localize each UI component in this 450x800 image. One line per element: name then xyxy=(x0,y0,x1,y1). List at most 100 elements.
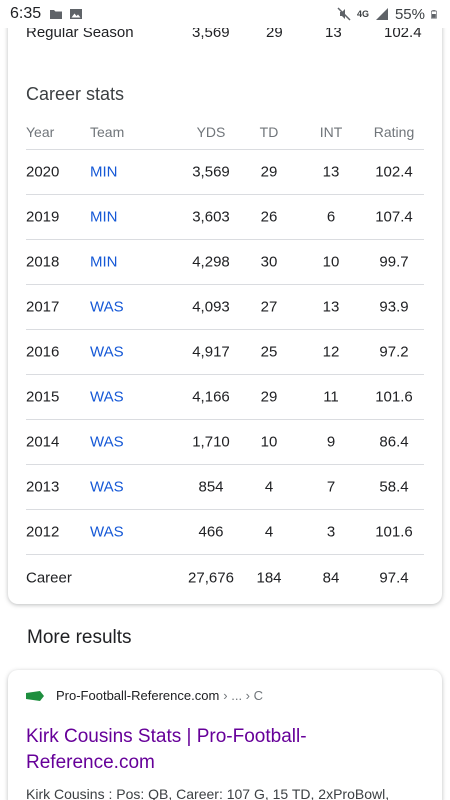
result-snippet: Kirk Cousins : Pos: QB, Career: 107 G, 1… xyxy=(26,786,390,800)
cell-rating: 102.4 xyxy=(375,163,413,181)
cell-int: 10 xyxy=(322,253,340,271)
career-stats-table: Year Team YDS TD INT Rating 2020 MIN 3,5… xyxy=(26,114,424,600)
result-breadcrumb: › ... › C xyxy=(223,688,264,703)
table-row: 2013 WAS 854 4 7 58.4 xyxy=(26,465,424,510)
team-link[interactable]: WAS xyxy=(90,433,124,451)
table-row: 2012 WAS 466 4 3 101.6 xyxy=(26,510,424,555)
result-title-link[interactable]: Kirk Cousins Stats | Pro-Football-Refere… xyxy=(26,726,307,773)
cell-year: 2018 xyxy=(26,253,60,271)
cell-int: 12 xyxy=(322,343,340,361)
cell-yds: 854 xyxy=(198,478,224,496)
career-label: Career xyxy=(26,569,72,586)
cell-rating: 58.4 xyxy=(379,478,409,496)
table-row: 2015 WAS 4,166 29 11 101.6 xyxy=(26,375,424,420)
cell-td: 26 xyxy=(260,208,278,226)
career-rating: 97.4 xyxy=(379,569,409,586)
cell-rating: 101.6 xyxy=(375,388,413,406)
table-row: 2016 WAS 4,917 25 12 97.2 xyxy=(26,330,424,375)
cell-yds: 4,166 xyxy=(192,388,230,406)
header-int: INT xyxy=(319,123,343,140)
cell-int: 11 xyxy=(323,388,339,406)
table-row: 2020 MIN 3,569 29 13 102.4 xyxy=(26,150,424,195)
cell-int: 3 xyxy=(326,523,336,541)
pfr-favicon-icon xyxy=(26,690,44,701)
table-row: 2018 MIN 4,298 30 10 99.7 xyxy=(26,240,424,285)
battery-icon xyxy=(431,10,437,19)
season-label: Regular Season xyxy=(26,24,134,41)
cell-yds: 3,603 xyxy=(192,208,230,226)
career-td: 184 xyxy=(256,569,282,586)
status-bar: 6:35 4G 55% xyxy=(0,0,450,28)
signal-icon xyxy=(375,8,388,20)
header-td: TD xyxy=(259,123,279,140)
cell-int: 7 xyxy=(326,478,336,496)
table-row: 2019 MIN 3,603 26 6 107.4 xyxy=(26,195,424,240)
status-right: 4G 55% xyxy=(337,6,440,23)
cell-rating: 86.4 xyxy=(379,433,409,451)
cell-int: 13 xyxy=(322,163,340,181)
career-stats-card: Regular Season 3,569 29 13 102.4 Career … xyxy=(8,0,442,604)
team-link[interactable]: WAS xyxy=(90,388,124,406)
cell-td: 29 xyxy=(260,163,278,181)
mute-icon xyxy=(337,7,351,21)
career-yds: 27,676 xyxy=(188,569,234,586)
season-int: 13 xyxy=(325,24,342,41)
header-team: Team xyxy=(90,123,125,140)
cell-yds: 1,710 xyxy=(192,433,230,451)
cell-int: 9 xyxy=(326,433,336,451)
cell-rating: 97.2 xyxy=(379,343,409,361)
cell-int: 6 xyxy=(326,208,336,226)
cell-year: 2015 xyxy=(26,388,60,406)
cell-rating: 107.4 xyxy=(375,208,413,226)
header-year: Year xyxy=(26,123,55,140)
cell-td: 29 xyxy=(260,388,278,406)
cell-int: 13 xyxy=(322,298,340,316)
notification-icons xyxy=(49,7,83,21)
cell-year: 2017 xyxy=(26,298,60,316)
more-results-heading: More results xyxy=(27,627,132,648)
battery-percent: 55% xyxy=(394,5,425,23)
team-link[interactable]: MIN xyxy=(90,208,118,226)
cell-year: 2016 xyxy=(26,343,60,361)
season-yds: 3,569 xyxy=(192,24,230,41)
career-total-row: Career 27,676 184 84 97.4 xyxy=(26,555,424,600)
team-link[interactable]: MIN xyxy=(90,163,118,181)
result-source[interactable]: Pro-Football-Reference.com › ... › C xyxy=(26,688,263,703)
team-link[interactable]: WAS xyxy=(90,298,124,316)
cell-year: 2012 xyxy=(26,523,60,541)
cell-year: 2013 xyxy=(26,478,60,496)
cell-td: 27 xyxy=(260,298,278,316)
season-td: 29 xyxy=(266,24,283,41)
team-link[interactable]: WAS xyxy=(90,343,124,361)
season-rating: 102.4 xyxy=(384,24,422,41)
cell-yds: 3,569 xyxy=(192,163,230,181)
cell-td: 25 xyxy=(260,343,278,361)
folder-icon xyxy=(50,10,63,19)
cell-rating: 101.6 xyxy=(375,523,413,541)
header-yds: YDS xyxy=(196,123,226,140)
cell-td: 30 xyxy=(260,253,278,271)
cell-td: 4 xyxy=(264,478,274,496)
header-rating: Rating xyxy=(373,123,415,140)
cell-year: 2019 xyxy=(26,208,60,226)
cell-year: 2014 xyxy=(26,433,60,451)
status-time: 6:35 xyxy=(10,5,42,22)
network-type: 4G xyxy=(356,9,369,19)
cell-rating: 99.7 xyxy=(379,253,409,271)
table-row: 2014 WAS 1,710 10 9 86.4 xyxy=(26,420,424,465)
cell-yds: 4,093 xyxy=(192,298,230,316)
regular-season-row: Regular Season 3,569 29 13 102.4 xyxy=(26,24,424,46)
cell-td: 4 xyxy=(264,523,274,541)
image-icon xyxy=(70,9,83,19)
team-link[interactable]: WAS xyxy=(90,523,124,541)
table-header: Year Team YDS TD INT Rating xyxy=(26,114,424,150)
table-row: 2017 WAS 4,093 27 13 93.9 xyxy=(26,285,424,330)
cell-rating: 93.9 xyxy=(379,298,409,316)
career-int: 84 xyxy=(322,569,340,586)
team-link[interactable]: MIN xyxy=(90,253,118,271)
card-title: Career stats xyxy=(26,84,125,104)
cell-yds: 4,917 xyxy=(192,343,230,361)
cell-yds: 466 xyxy=(198,523,224,541)
team-link[interactable]: WAS xyxy=(90,478,124,496)
search-result-card[interactable]: Pro-Football-Reference.com › ... › C Kir… xyxy=(8,670,442,800)
